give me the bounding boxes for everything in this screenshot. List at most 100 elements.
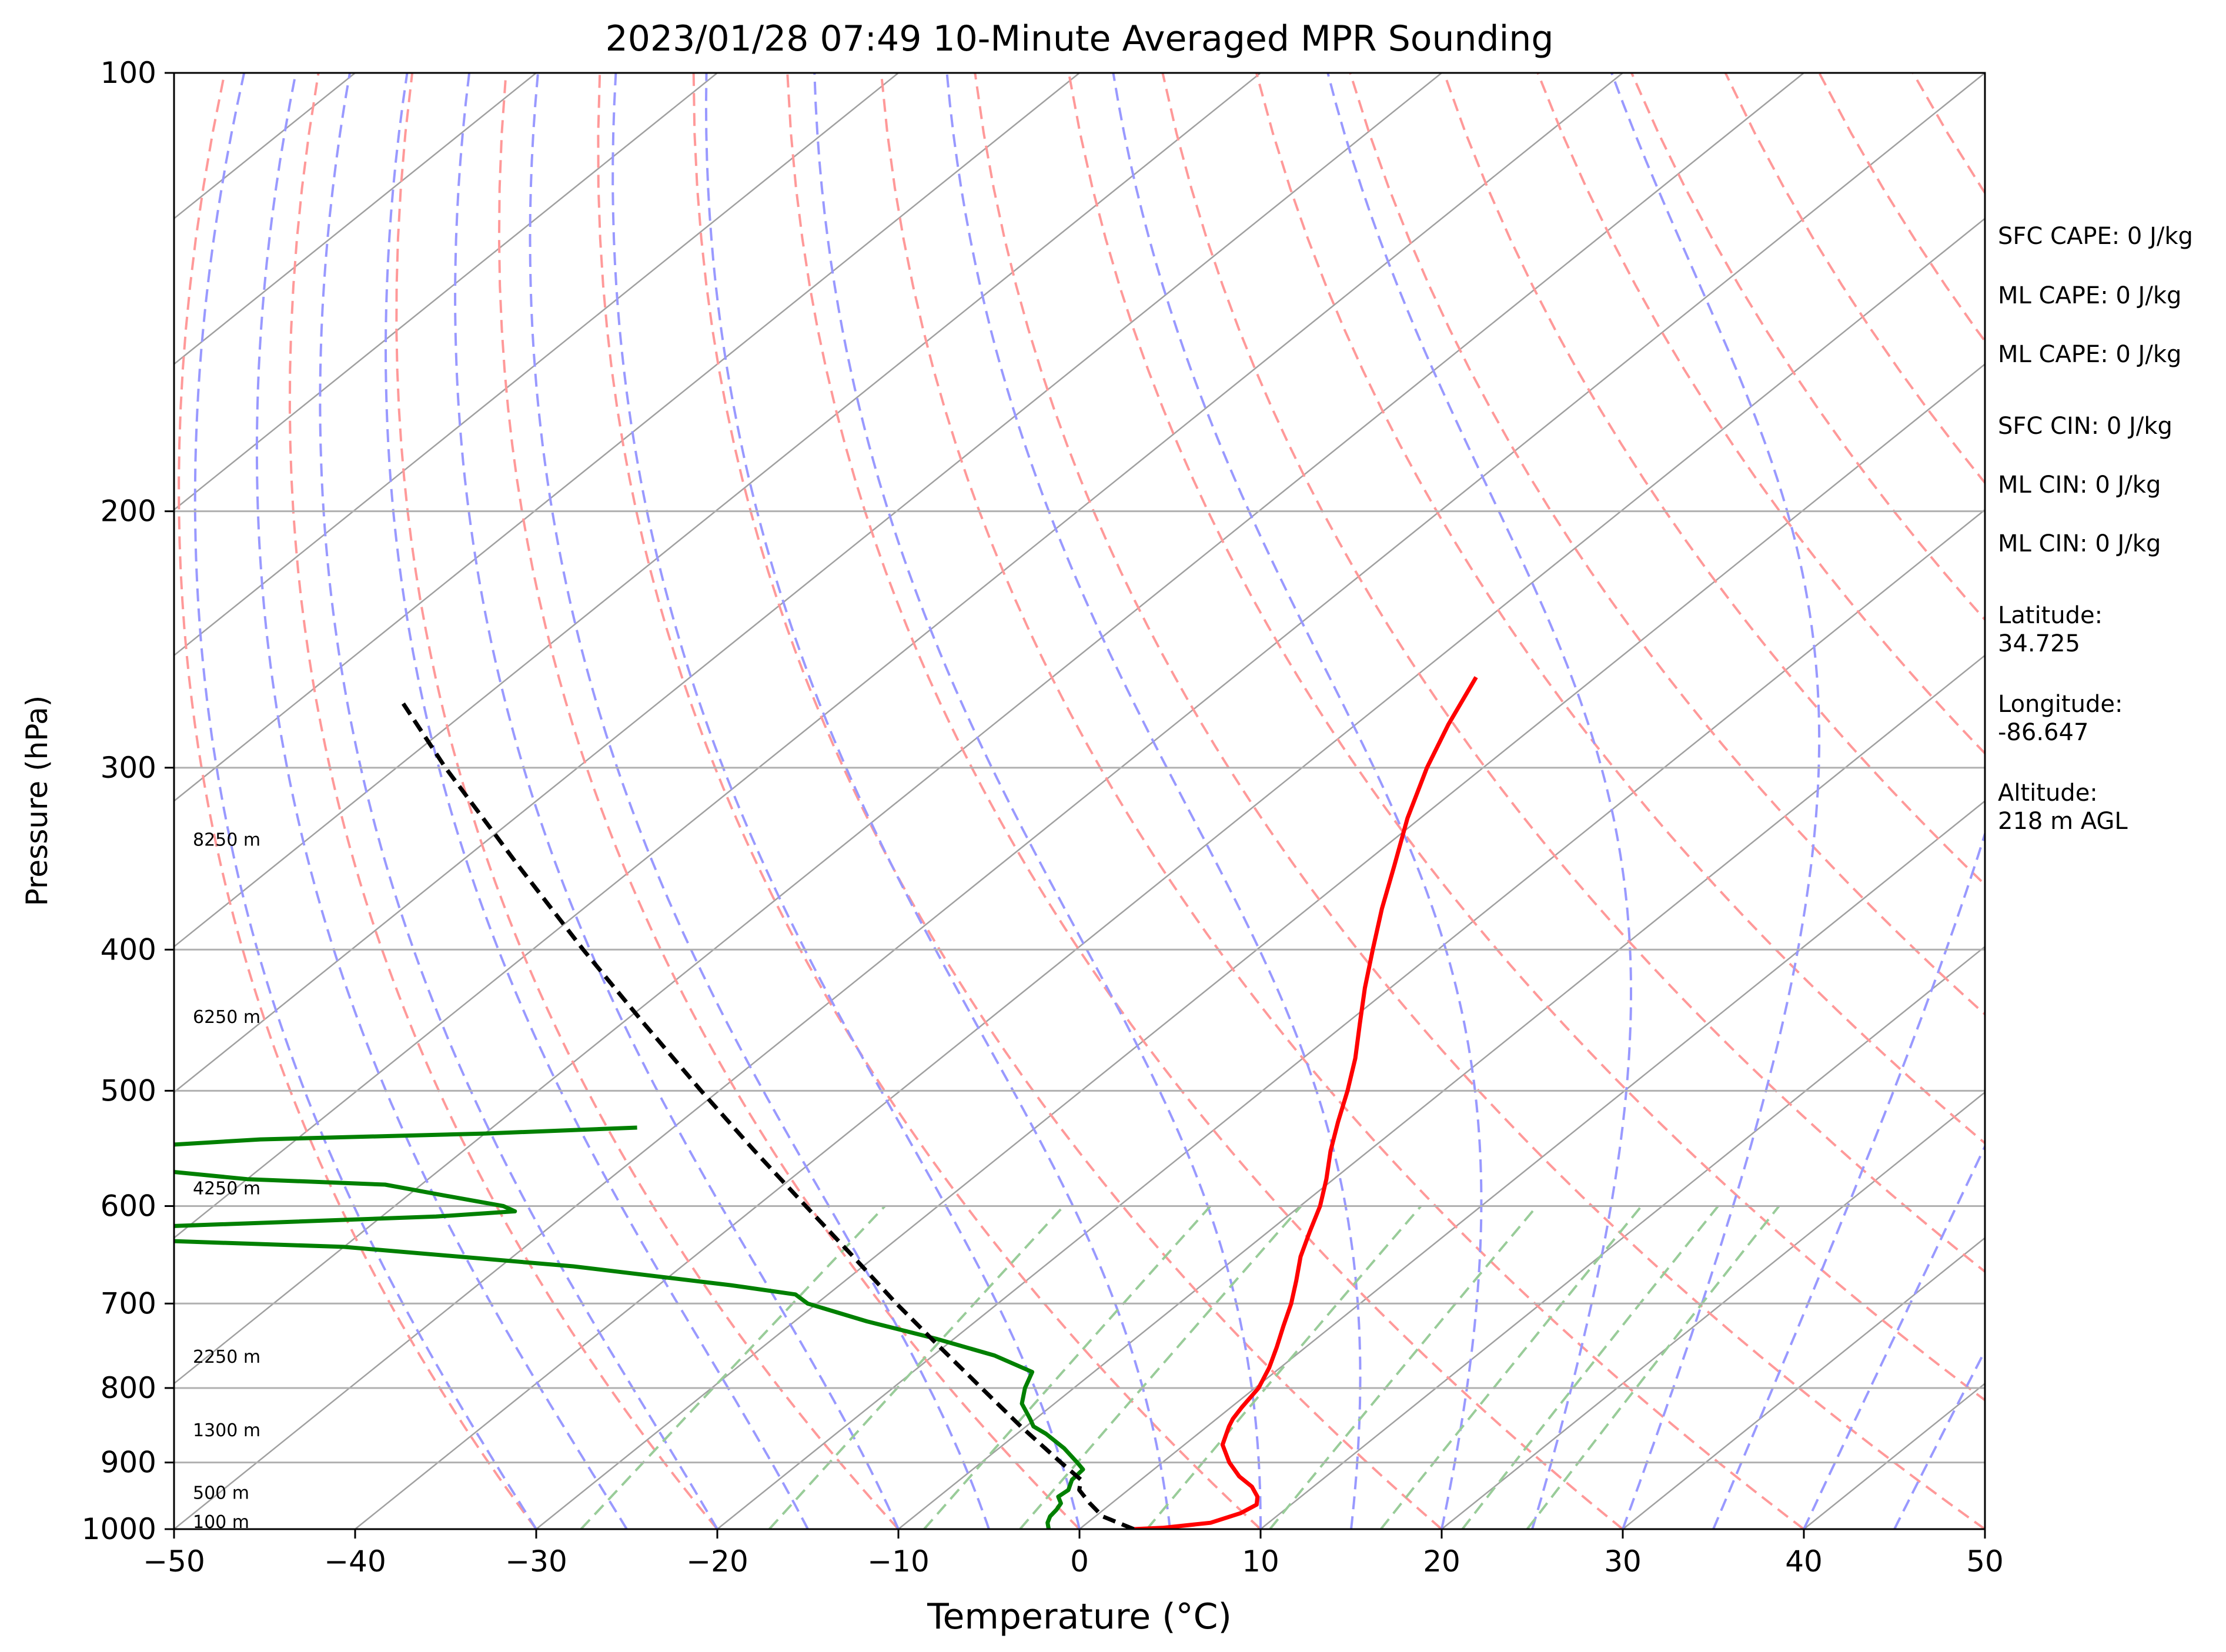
ml-cape-text: ML CAPE: 0 J/kg	[1998, 282, 2181, 309]
x-tick-label: 30	[1604, 1544, 1642, 1579]
moist-adiabat-line	[704, 73, 1171, 1529]
isotherm-line	[717, 509, 1985, 1529]
mixing-ratio-line	[1461, 1205, 1719, 1529]
isotherm-line	[174, 73, 1623, 1239]
mixing-ratio-line	[1526, 1205, 1780, 1529]
x-axis-ticks: −50 −40 −30 −20 −10 0 10 20 30 40 50	[143, 1529, 2004, 1579]
isotherm-line	[536, 363, 1985, 1529]
moist-adiabat-line	[193, 73, 537, 1529]
sfc-cape-text: SFC CAPE: 0 J/kg	[1998, 223, 2193, 250]
isotherm-line	[1260, 945, 1985, 1529]
x-tick-label: 20	[1423, 1544, 1460, 1579]
temperature-profile-line	[1134, 676, 1478, 1529]
y-tick-label: 600	[101, 1189, 156, 1223]
ml-cin-text: ML CIN: 0 J/kg	[1998, 471, 2161, 499]
isotherm-line	[174, 73, 1080, 802]
moist-adiabat-line	[529, 73, 990, 1529]
chart-title: 2023/01/28 07:49 10-Minute Averaged MPR …	[606, 18, 1554, 59]
y-tick-label: 900	[101, 1446, 156, 1480]
isotherm-line	[174, 73, 1442, 1093]
isotherm-line	[1079, 800, 1985, 1529]
isotherm-line	[174, 73, 899, 657]
longitude-label: Longitude:	[1998, 691, 2123, 718]
isotherm-line	[174, 73, 718, 511]
latitude-label: Latitude:	[1998, 602, 2103, 629]
y-axis-ticks: 1000 900 800 700 600 500 400 300 200 100	[82, 56, 174, 1546]
x-tick-label: 0	[1070, 1544, 1089, 1579]
y-tick-label: 300	[101, 751, 156, 785]
moist-adiabat-line	[813, 73, 1262, 1529]
y-tick-label: 200	[101, 494, 156, 529]
mixing-ratio-line	[1146, 1205, 1422, 1529]
dry-adiabat-line	[1443, 73, 1985, 887]
height-label: 6250 m	[193, 1007, 260, 1028]
moist-adiabat-line	[1712, 73, 1985, 1529]
moist-adiabat-line	[1610, 73, 1821, 1529]
moist-adiabat-line	[319, 73, 718, 1529]
dry-adiabat-line	[288, 73, 718, 1529]
moist-adiabat-line	[384, 73, 809, 1529]
moist-adiabat-line	[255, 73, 628, 1529]
moist-adiabat-line	[611, 73, 1081, 1529]
isotherm-line	[355, 218, 1985, 1529]
x-tick-label: −10	[867, 1544, 930, 1579]
dry-adiabat-line	[880, 73, 1805, 1529]
ml-cin-text-2: ML CIN: 0 J/kg	[1998, 530, 2161, 557]
y-tick-label: 800	[101, 1371, 156, 1405]
height-label: 4250 m	[193, 1178, 260, 1199]
x-tick-label: 40	[1785, 1544, 1823, 1579]
dry-adiabat-line	[692, 73, 1443, 1529]
y-tick-label: 1000	[82, 1512, 156, 1546]
x-tick-label: 10	[1242, 1544, 1279, 1579]
dewpoint-profile-line	[174, 1125, 1085, 1529]
dry-adiabat-line	[786, 73, 1624, 1529]
height-label: 2250 m	[193, 1347, 260, 1367]
y-tick-label: 500	[101, 1074, 156, 1108]
x-tick-label: −50	[143, 1544, 205, 1579]
x-tick-label: −30	[505, 1544, 567, 1579]
y-tick-label: 700	[101, 1286, 156, 1320]
isotherm-line	[1441, 1091, 1985, 1529]
x-axis-label: Temperature (°C)	[927, 1596, 1232, 1637]
mixing-ratio-line	[1269, 1205, 1538, 1529]
altitude-value: 218 m AGL	[1998, 808, 2128, 835]
y-tick-label: 100	[101, 56, 156, 90]
moist-adiabat-line	[1112, 73, 1483, 1529]
y-axis-label: Pressure (hPa)	[20, 695, 54, 907]
isotherm-line	[1622, 1236, 1985, 1529]
dry-adiabat-line	[1161, 73, 1985, 1273]
moist-adiabat-line	[454, 73, 900, 1529]
parcel-profile-line	[400, 700, 1135, 1529]
longitude-value: -86.647	[1998, 719, 2088, 746]
isotherm-line	[898, 654, 1985, 1529]
sounding-series	[174, 676, 1478, 1529]
x-tick-label: −20	[686, 1544, 748, 1579]
isotherm-line	[174, 73, 1804, 1385]
isotherm-line	[174, 73, 1261, 948]
altitude-label: Altitude:	[1998, 780, 2098, 807]
height-label: 8250 m	[193, 830, 260, 850]
dry-adiabat-line	[497, 73, 1081, 1529]
moist-adiabat-line	[945, 73, 1362, 1529]
dry-adiabat-line	[178, 73, 537, 1529]
dry-adiabat-line	[974, 73, 1985, 1529]
sfc-cin-text: SFC CIN: 0 J/kg	[1998, 413, 2172, 440]
dry-adiabat-line	[1349, 73, 1985, 1016]
dry-adiabat-line	[1067, 73, 1985, 1402]
isotherm-line	[174, 73, 537, 366]
mixing-ratio-line	[580, 1205, 886, 1529]
x-tick-label: −40	[324, 1544, 386, 1579]
dry-adiabat-line	[1255, 73, 1985, 1145]
moist-adiabat-line	[1326, 73, 1632, 1529]
dry-adiabat-line	[597, 73, 1262, 1529]
ml-cape-text-2: ML CAPE: 0 J/kg	[1998, 341, 2181, 368]
dry-adiabat-line	[2194, 73, 2226, 1529]
dry-adiabat-line	[395, 73, 900, 1529]
y-tick-label: 400	[101, 932, 156, 967]
height-label: 1300 m	[193, 1420, 260, 1441]
x-tick-label: 50	[1966, 1544, 2004, 1579]
height-label: 500 m	[193, 1483, 249, 1503]
latitude-value: 34.725	[1998, 630, 2080, 657]
